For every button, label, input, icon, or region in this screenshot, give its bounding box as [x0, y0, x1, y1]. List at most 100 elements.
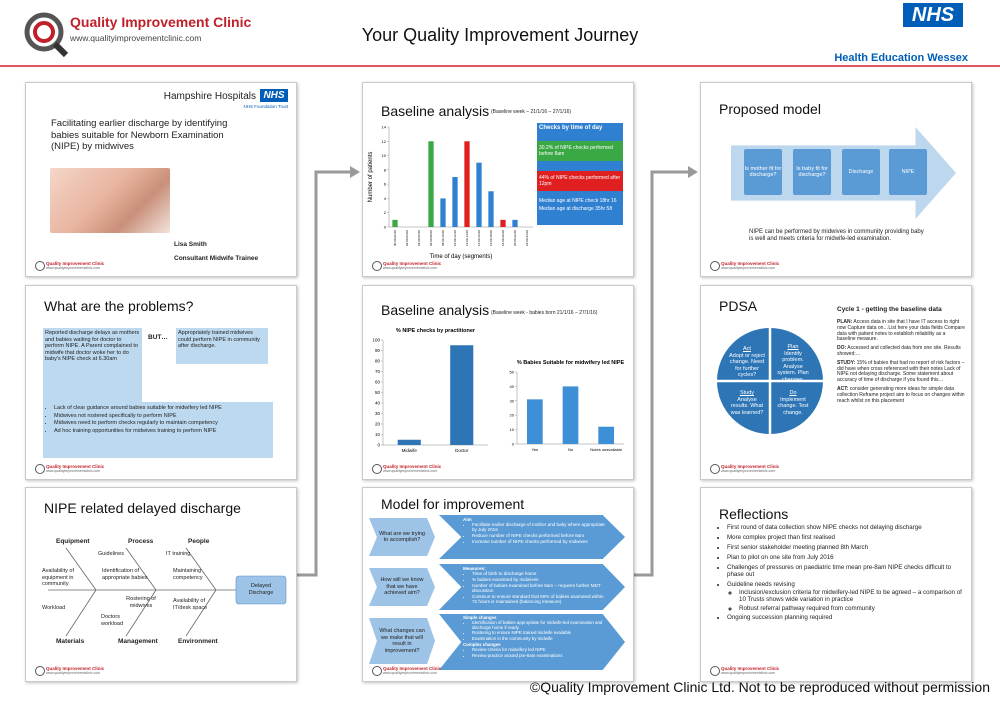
- logo-text: Quality Improvement Clinic: [383, 666, 442, 671]
- nhs-badge: NHS: [260, 89, 288, 102]
- baseline-slide: Baseline analysis (Baseline week - babie…: [362, 285, 634, 480]
- slide-logo: Quality Improvement Clinic www.qualityimp…: [371, 261, 441, 271]
- cycle-stage: Do Implement change. Test change.: [775, 390, 811, 416]
- logo-text: Quality Improvement Clinic: [721, 261, 780, 266]
- question: What are we trying to accomplish?: [369, 518, 435, 556]
- summary-title: Checks by time of day: [539, 125, 603, 131]
- category-heading: Materials: [56, 638, 85, 645]
- category-heading: Environment: [178, 638, 218, 645]
- stage-label: Plan: [787, 344, 799, 350]
- y-tick-label: 70: [375, 369, 381, 374]
- note-text: consider generating more ideas for simpl…: [837, 385, 965, 404]
- bullet: Increase number of NIPE checks performed…: [472, 539, 605, 544]
- y-tick-label: 14: [382, 125, 387, 130]
- y-tick-label: 0: [377, 443, 380, 448]
- y-tick-label: 10: [375, 432, 381, 437]
- cycle-heading: Cycle 1 - getting the baseline data: [837, 306, 942, 313]
- bar: [598, 426, 615, 444]
- y-tick-label: 40: [510, 384, 515, 389]
- y-tick-label: 90: [375, 348, 381, 353]
- bullet: Midwives need to perform checks regularl…: [54, 420, 271, 427]
- category-heading: Process: [128, 538, 154, 545]
- stage-text: Implement change. Test change.: [777, 396, 809, 416]
- arrow-head: [688, 166, 698, 178]
- x-tick-label: 06:00-08:00: [429, 230, 433, 246]
- author-role: Consultant Midwife Trainee: [174, 255, 259, 262]
- bar: [440, 198, 446, 227]
- pdsa-cycle: [715, 326, 825, 436]
- pdsa-slide: PDSA Act Adopt or reject change. Need for…: [700, 285, 972, 480]
- bullet: Review practice around pre-8am examinati…: [472, 653, 605, 659]
- sub-bullet: Robust referral pathway required from co…: [739, 605, 964, 612]
- y-axis-label: Number of patients: [368, 152, 374, 203]
- slide-logo: Quality Improvement Clinic www.qualityimp…: [371, 666, 442, 676]
- y-tick-label: 20: [375, 422, 381, 427]
- chart-title: % NIPE checks by practitioner: [396, 328, 476, 334]
- x-tick-label: 22:00-24:00: [525, 230, 529, 246]
- y-tick-label: 10: [510, 427, 515, 432]
- bullet: First senior stakeholder meeting planned…: [727, 544, 964, 551]
- x-tick-label: 04:00-06:00: [417, 230, 421, 246]
- bullet: Review criteria for midwifery led NIPE: [472, 647, 605, 653]
- y-tick-label: 60: [375, 380, 381, 385]
- step: NIPE: [889, 149, 927, 195]
- step: Is mother fit for discharge?: [744, 149, 782, 195]
- cycle-stage: Study Analyse results. What was learned?: [729, 390, 765, 416]
- x-tick-label: 08:00-10:00: [441, 230, 445, 246]
- trust-sub: NHS Foundation Trust: [243, 104, 288, 109]
- category-heading: Management: [118, 638, 158, 645]
- step: Discharge: [842, 149, 880, 195]
- question: How will we know that we have achieved a…: [369, 568, 435, 606]
- note-lead: PLAN:: [837, 319, 853, 325]
- bar: [450, 345, 474, 445]
- bullet: Ongoing succession planning required: [727, 614, 964, 621]
- bullet: More complex project than first realised: [727, 534, 964, 541]
- slide-subtitle: (Baseline week – 21/1/16 – 27/1/16): [491, 109, 572, 115]
- summary-item: Median age at NIPE check 18hr 16: [539, 198, 617, 204]
- cycle-stage: Plan Identify problem. Analyse system. Pl…: [775, 344, 811, 383]
- brand-logo: [20, 8, 70, 58]
- stage-label: Study: [739, 390, 755, 396]
- bar: [526, 399, 543, 444]
- bar: [464, 141, 470, 227]
- note-text: 15% of babies that had no report of risk…: [837, 359, 965, 384]
- logo-url: www.qualityimprovementclinic.com: [383, 469, 438, 473]
- x-tick-label: 00:00-02:00: [393, 230, 397, 246]
- y-tick-label: 30: [375, 411, 381, 416]
- bullet: Midwives not rostered specifically to pe…: [54, 413, 271, 420]
- bar: [452, 177, 458, 227]
- logo-text: Quality Improvement Clinic: [383, 464, 442, 469]
- brand-name: Quality Improvement Clinic: [70, 14, 252, 30]
- bullet: Identification of babies appropriate for…: [472, 620, 605, 631]
- answer: Simple changes Identification of babies …: [439, 614, 625, 670]
- bullet: Lack of clear guidance around babies sui…: [54, 405, 271, 412]
- issue-box: Reported discharge delays as mothers and…: [43, 328, 142, 402]
- nhs-logo: NHS: [903, 3, 963, 27]
- bar: [428, 141, 434, 227]
- x-tick-label: Yes: [532, 447, 539, 452]
- bar: [562, 386, 579, 444]
- connector-arrow: [634, 170, 690, 577]
- y-tick-label: 4: [384, 196, 387, 201]
- logo-text: Quality Improvement Clinic: [46, 666, 105, 671]
- baseline-slide: Baseline analysis (Baseline week – 21/1/…: [362, 82, 634, 277]
- reflection-list: First round of data collection show NIPE…: [719, 524, 964, 622]
- but-label: BUT…: [148, 334, 168, 341]
- y-tick-label: 12: [382, 139, 387, 144]
- answer: Aim Facilitate earlier discharge of moth…: [439, 515, 625, 559]
- x-tick-label: 18:00-20:00: [501, 230, 505, 246]
- y-tick-label: 50: [510, 370, 515, 375]
- bullet: Continue to ensure standard that 90% of …: [472, 594, 605, 604]
- slide-logo: Quality Improvement Clinic www.qualityimp…: [709, 666, 779, 676]
- summary-item: 44% of NIPE checks performed after 12pm: [537, 171, 623, 191]
- answer-heading: Complex changes: [463, 641, 501, 647]
- opportunity-box: Appropriately trained midwives could per…: [176, 328, 268, 364]
- slide-logo: Quality Improvement Clinic www.qualityimp…: [709, 464, 779, 474]
- cause: IT training: [166, 551, 191, 557]
- x-tick-label: 14:00-16:00: [477, 230, 481, 246]
- x-tick-label: 02:00-04:00: [405, 230, 409, 246]
- x-tick-label: 10:00-12:00: [453, 230, 457, 246]
- page-title: Your Quality Improvement Journey: [361, 25, 639, 45]
- logo-url: www.qualityimprovementclinic.com: [721, 671, 776, 675]
